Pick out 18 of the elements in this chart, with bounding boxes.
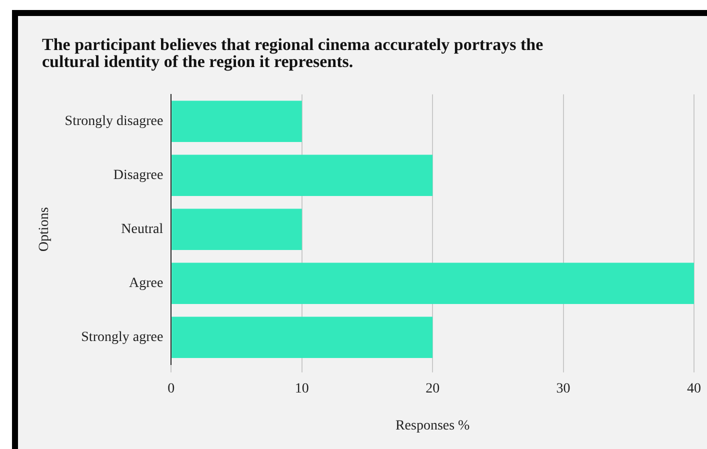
chart-title: The participant believes that regional cinema accurately portrays the cultural identity of the region it represents. <box>42 35 544 71</box>
x-tick-label: 20 <box>426 381 440 396</box>
x-tick-label: 10 <box>294 381 309 396</box>
bar <box>172 262 694 304</box>
bar <box>172 154 433 196</box>
y-tick-label: Disagree <box>113 168 164 184</box>
y-tick-label: Strongly disagree <box>64 114 164 130</box>
x-tick-label: 0 <box>168 381 175 396</box>
bar <box>172 316 433 358</box>
y-axis-title: Options <box>37 207 52 252</box>
y-tick-label: Agree <box>128 276 164 292</box>
bar <box>172 100 302 142</box>
x-tick-label: 40 <box>687 381 701 396</box>
x-axis-title: Responses % <box>395 418 470 434</box>
bar <box>172 208 302 250</box>
y-tick-label: Strongly agree <box>81 330 164 346</box>
x-tick-label: 30 <box>556 381 570 396</box>
y-tick-label: Neutral <box>121 222 164 238</box>
